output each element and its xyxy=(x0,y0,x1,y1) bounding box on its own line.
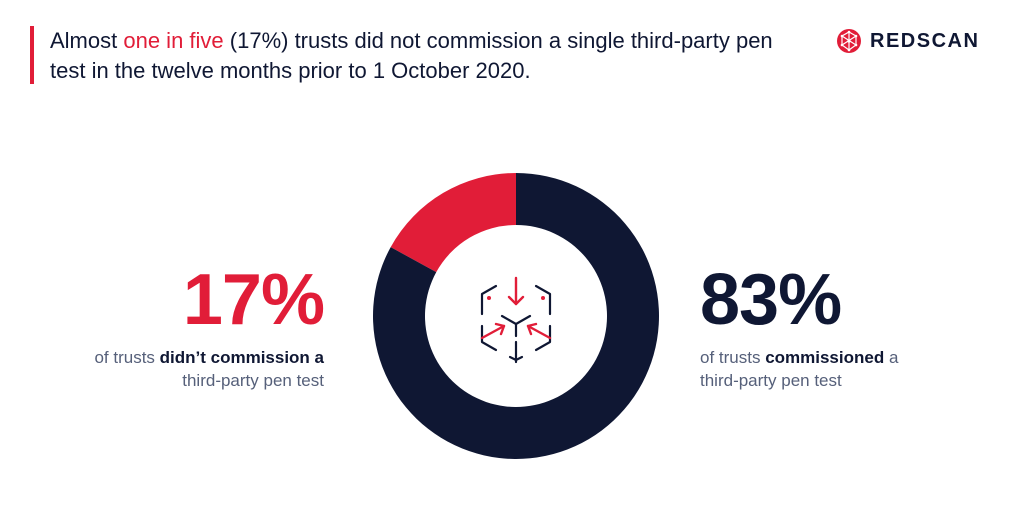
headline-highlight: one in five xyxy=(123,28,224,53)
headline-post: (17%) trusts did not commission a single… xyxy=(50,28,773,83)
brand-name: REDSCAN xyxy=(870,29,980,52)
right-stat-value: 83% xyxy=(700,260,842,340)
left-stat-line1-bold: didn’t commission a xyxy=(159,348,324,367)
left-stat-line1-pre: of trusts xyxy=(94,348,160,367)
right-stat: 83% of trusts commissioned a third-party… xyxy=(700,262,898,392)
globe-network-icon xyxy=(837,29,861,53)
right-stat-line1-pre: of trusts xyxy=(700,348,766,367)
donut-slice-commissioned xyxy=(373,173,659,460)
cube-arrows-icon xyxy=(480,276,552,364)
donut-chart xyxy=(373,173,659,460)
brand-logo: REDSCAN xyxy=(836,28,979,54)
left-stat-description: of trusts didn’t commission a third-part… xyxy=(94,346,324,392)
left-stat-value: 17% xyxy=(182,260,325,340)
right-stat-description: of trusts commissioned a third-party pen… xyxy=(700,346,898,392)
right-stat-line2: third-party pen test xyxy=(700,371,842,390)
left-stat-line2: third-party pen test xyxy=(182,371,324,390)
headline: Almost one in five (17%) trusts did not … xyxy=(50,26,810,86)
right-stat-line1-post: a xyxy=(884,348,899,367)
donut-slices xyxy=(373,173,659,460)
right-stat-line1-bold: commissioned xyxy=(765,348,885,367)
headline-pre: Almost xyxy=(50,28,124,53)
donut-slice-didnt-commission xyxy=(390,173,516,273)
left-stat: 17% of trusts didn’t commission a third-… xyxy=(94,260,325,392)
headline-accent-bar xyxy=(30,26,34,84)
